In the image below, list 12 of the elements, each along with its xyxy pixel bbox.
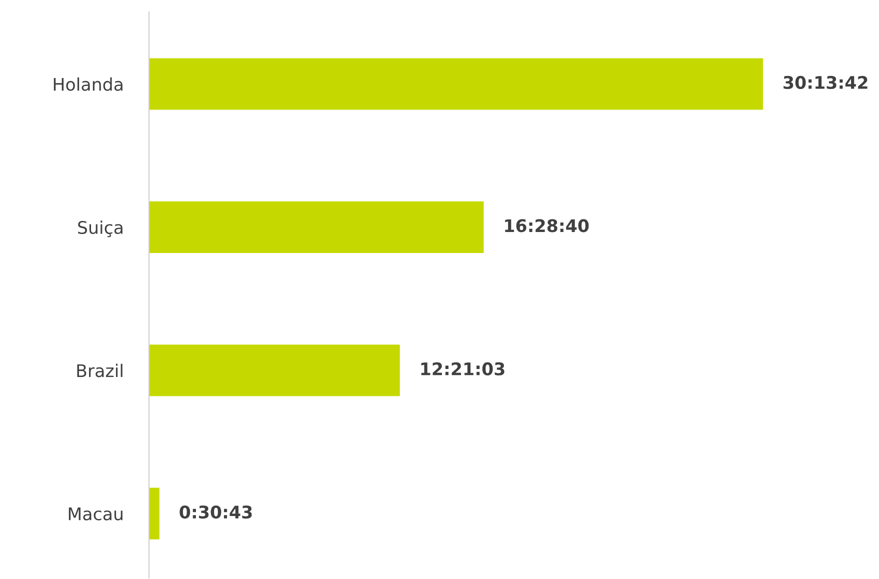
data-label: 30:13:42: [784, 76, 868, 90]
bar: [149, 488, 160, 540]
y-tick-label: Macau: [68, 508, 122, 520]
y-tick-label: Holanda: [54, 77, 122, 91]
y-tick-label: Suiça: [78, 220, 122, 238]
y-tick-label: Brazil: [77, 364, 122, 378]
data-label: 16:28:40: [505, 219, 589, 232]
bar: [149, 344, 400, 396]
bar: [149, 58, 763, 110]
data-label: 0:30:43: [180, 505, 252, 519]
bar: [149, 201, 484, 253]
data-label: 12:21:03: [421, 362, 504, 376]
